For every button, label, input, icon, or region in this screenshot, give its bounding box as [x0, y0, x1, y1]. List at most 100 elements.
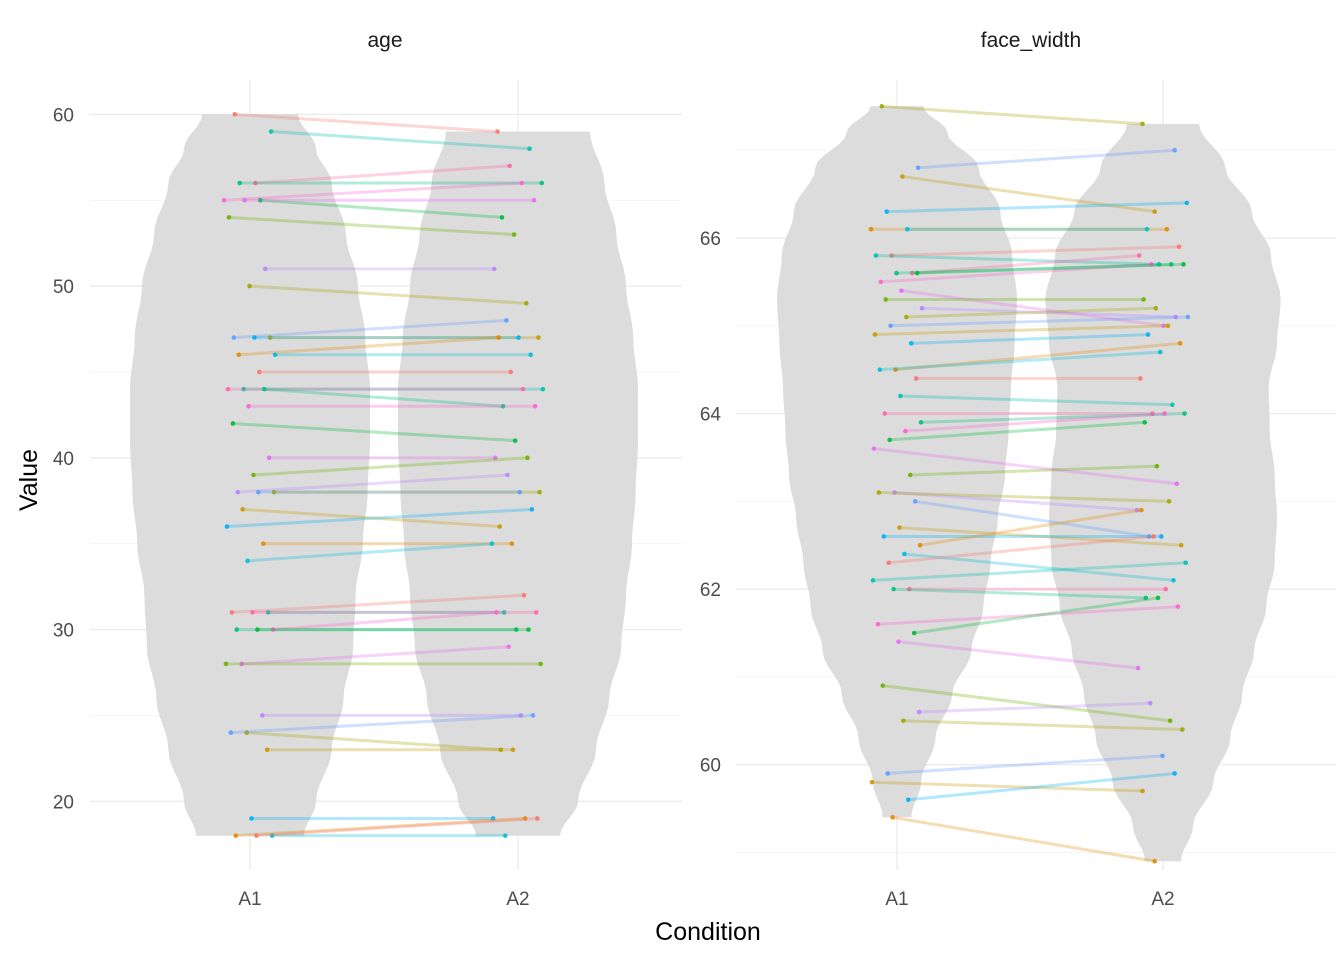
- point-a2: [1172, 147, 1177, 153]
- point-a2: [1141, 297, 1146, 302]
- point-a1: [240, 507, 245, 512]
- pair-line: [908, 771, 1175, 802]
- point-a2: [1181, 262, 1186, 267]
- point-a2: [493, 455, 498, 461]
- pair-line: [231, 593, 525, 614]
- point-a1: [914, 270, 920, 276]
- point-a2: [1160, 753, 1165, 759]
- point-a2: [1140, 121, 1145, 127]
- point-a2: [1164, 226, 1170, 232]
- point-a2: [520, 386, 526, 392]
- x-tick-label: A2: [1151, 889, 1174, 910]
- point-a1: [271, 489, 277, 495]
- point-a1: [257, 369, 262, 375]
- point-a1: [269, 833, 275, 838]
- point-a1: [868, 226, 874, 232]
- point-a2: [512, 438, 518, 443]
- point-a2: [1156, 262, 1162, 267]
- point-a1: [916, 709, 922, 715]
- pair-line: [260, 198, 503, 219]
- point-a1: [232, 112, 238, 117]
- violin-a1: [130, 114, 370, 836]
- point-a2: [1182, 411, 1187, 416]
- point-a1: [252, 335, 257, 340]
- point-a2: [491, 266, 497, 272]
- point-a2: [514, 627, 519, 632]
- pair-line: [228, 215, 515, 237]
- point-a2: [533, 610, 539, 615]
- pair-line: [899, 526, 1182, 547]
- pair-line: [872, 561, 1186, 582]
- point-a1: [234, 627, 240, 632]
- pair-line: [900, 394, 1173, 407]
- pair-line: [903, 719, 1183, 732]
- pair-line: [249, 284, 527, 305]
- point-a1: [244, 730, 249, 735]
- pair-line: [894, 491, 1138, 512]
- point-a1: [225, 386, 231, 392]
- point-a2: [523, 300, 529, 306]
- point-a2: [496, 335, 501, 340]
- pair-line: [919, 508, 1142, 547]
- point-a2: [1185, 314, 1191, 320]
- y-tick-label: 40: [53, 449, 74, 470]
- point-a2: [497, 524, 503, 529]
- point-a1: [255, 627, 260, 632]
- point-a1: [246, 404, 251, 409]
- point-a1: [902, 551, 907, 557]
- pair-line: [873, 447, 1178, 486]
- point-a2: [1175, 604, 1181, 609]
- violin-a2: [398, 131, 638, 836]
- facet-title: face_width: [981, 29, 1081, 52]
- pair-line: [232, 421, 516, 443]
- pair-line: [247, 542, 493, 563]
- y-tick-label: 50: [53, 277, 74, 298]
- point-a2: [500, 404, 506, 409]
- point-a2: [501, 610, 507, 615]
- pair-line: [901, 289, 1164, 328]
- pair-line: [886, 201, 1187, 214]
- point-a1: [908, 341, 914, 346]
- point-a2: [519, 180, 525, 186]
- point-a1: [875, 621, 881, 627]
- paired-lines: [868, 104, 1191, 864]
- point-a1: [241, 386, 246, 392]
- point-a1: [918, 420, 924, 425]
- x-axis-title: Condition: [655, 918, 761, 946]
- point-a1: [913, 376, 919, 381]
- pair-line: [913, 596, 1159, 635]
- point-a1: [270, 627, 276, 632]
- pair-line: [880, 262, 1152, 284]
- point-a1: [878, 279, 884, 285]
- pair-line: [223, 181, 522, 202]
- point-a2: [1152, 858, 1158, 864]
- point-a1: [253, 180, 258, 186]
- pair-line: [917, 262, 1184, 275]
- point-a1: [876, 490, 882, 495]
- y-axis-title: Value: [15, 449, 43, 511]
- point-a2: [495, 129, 500, 134]
- point-a2: [504, 318, 509, 323]
- point-a2: [518, 713, 524, 718]
- pair-line: [917, 148, 1175, 170]
- point-a1: [884, 209, 889, 214]
- point-a2: [1155, 595, 1161, 601]
- point-a2: [540, 386, 546, 392]
- point-a2: [1176, 244, 1182, 250]
- point-a1: [911, 630, 917, 636]
- point-a1: [266, 455, 272, 461]
- point-a1: [900, 174, 905, 179]
- pair-line: [253, 456, 528, 477]
- y-tick-label: 60: [700, 756, 721, 777]
- point-a2: [528, 352, 534, 358]
- point-a1: [882, 411, 888, 416]
- point-a1: [259, 713, 265, 718]
- point-a1: [881, 534, 887, 539]
- pair-line: [230, 713, 534, 735]
- point-a1: [242, 197, 247, 203]
- facet-panel-face-width: 60 62 64 66 A1 A2 face_width: [700, 29, 1336, 910]
- pair-line: [904, 552, 1174, 582]
- point-a1: [261, 386, 267, 392]
- pair-line: [270, 130, 530, 151]
